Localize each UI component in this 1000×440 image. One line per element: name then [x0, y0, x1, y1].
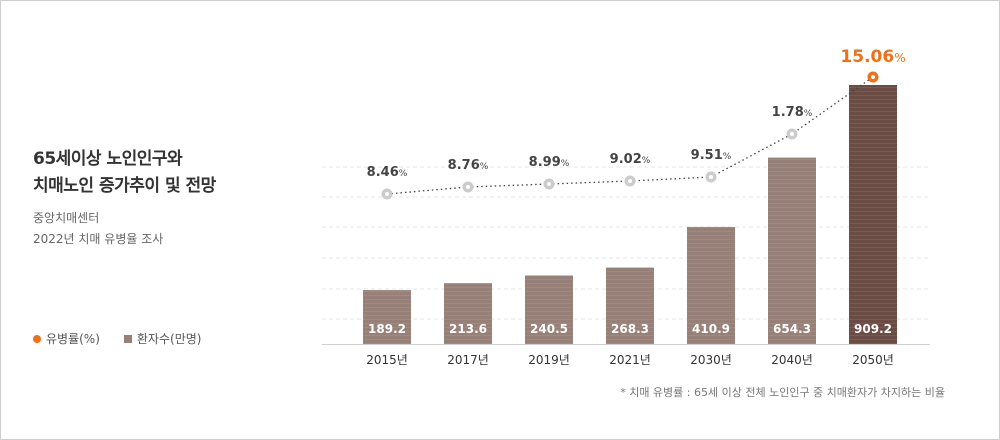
- legend: 유병률(%) 환자수(만명): [33, 330, 201, 347]
- bar-value-label: 654.3: [773, 322, 811, 336]
- survey-label: 2022년 치매 유병율 조사: [33, 232, 164, 246]
- bar-texture: [687, 226, 735, 344]
- chart-title: 65세이상 노인인구와 치매노인 증가추이 및 전망: [33, 146, 216, 200]
- brown-square-icon: [123, 334, 132, 343]
- rate-label: 8.99%: [529, 155, 570, 170]
- rate-label: 9.02%: [610, 152, 651, 167]
- rate-label: 1.78%: [772, 105, 813, 120]
- bar-value-label: 213.6: [449, 322, 487, 336]
- chart-source: 중앙치매센터 2022년 치매 유병율 조사: [33, 208, 163, 250]
- rate-label: 8.76%: [448, 158, 489, 173]
- rate-label: 15.06%: [840, 47, 905, 67]
- title-line-2: 치매노인 증가추이 및 전망: [33, 176, 216, 196]
- x-tick-label: 2021년: [609, 353, 651, 367]
- rate-label: 8.46%: [367, 165, 408, 180]
- source-label: 중앙치매센터: [33, 211, 100, 225]
- rate-point-center: [790, 132, 794, 136]
- x-tick-label: 2030년: [690, 353, 732, 367]
- footnote: * 치매 유병률 : 65세 이상 전체 노인인구 중 치매환자가 차지하는 비…: [620, 386, 945, 399]
- bar-texture: [363, 290, 411, 344]
- orange-dot-icon: [33, 334, 41, 343]
- rate-point-center: [709, 175, 713, 179]
- bar-value-label: 410.9: [692, 322, 730, 336]
- legend-rate: 유병률(%): [33, 330, 100, 347]
- rate-point-center: [871, 75, 875, 79]
- bar-texture: [444, 283, 492, 344]
- legend-rate-label: 유병률(%): [46, 332, 100, 346]
- bar-texture: [606, 267, 654, 344]
- legend-patients-label: 환자수(만명): [136, 332, 202, 346]
- x-tick-label: 2015년: [366, 353, 408, 367]
- bar-texture: [849, 85, 897, 344]
- legend-patients: 환자수(만명): [123, 330, 202, 347]
- x-tick-label: 2017년: [447, 353, 489, 367]
- x-tick-label: 2050년: [852, 353, 894, 367]
- bar-texture: [768, 157, 816, 344]
- rate-point-center: [385, 192, 389, 196]
- x-tick-label: 2040년: [771, 353, 813, 367]
- rate-point-center: [547, 182, 551, 186]
- bar-value-label: 268.3: [611, 322, 649, 336]
- bar-texture: [525, 275, 573, 344]
- rate-point-center: [466, 185, 470, 189]
- rate-label: 9.51%: [691, 148, 732, 163]
- bar-value-label: 189.2: [368, 322, 406, 336]
- title-line-1: 65세이상 노인인구와: [33, 149, 183, 169]
- bar-value-label: 909.2: [854, 322, 892, 336]
- bar-value-label: 240.5: [530, 322, 568, 336]
- rate-point-center: [628, 179, 632, 183]
- x-tick-label: 2019년: [528, 353, 570, 367]
